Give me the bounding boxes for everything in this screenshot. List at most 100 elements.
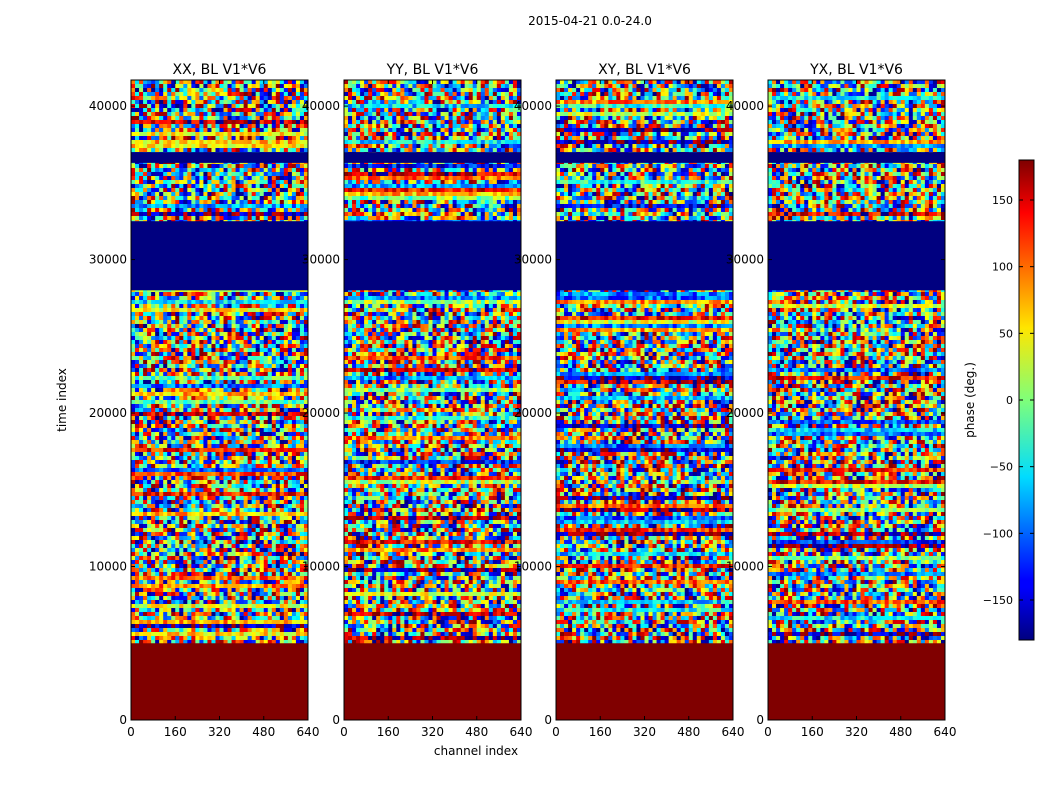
heatmap-cell bbox=[215, 136, 220, 141]
heatmap-cell bbox=[247, 296, 253, 301]
heatmap-cell bbox=[239, 516, 245, 521]
heatmap-cell bbox=[159, 388, 164, 393]
heatmap-cell bbox=[255, 516, 261, 521]
heatmap-cell bbox=[243, 212, 249, 217]
heatmap-cell bbox=[135, 188, 140, 193]
heatmap-cell bbox=[211, 356, 216, 361]
heatmap-cell bbox=[167, 356, 172, 361]
heatmap-cell bbox=[287, 524, 293, 529]
heatmap-cell bbox=[151, 188, 156, 193]
heatmap-cell bbox=[175, 320, 180, 325]
heatmap-cell bbox=[255, 364, 261, 369]
heatmap-cell bbox=[231, 104, 236, 109]
heatmap-cell bbox=[211, 408, 216, 413]
heatmap-cell bbox=[231, 488, 236, 493]
heatmap-cell bbox=[251, 136, 257, 141]
heatmap-cell bbox=[247, 400, 253, 405]
heatmap-cell bbox=[167, 292, 172, 297]
heatmap-cell bbox=[251, 360, 257, 365]
heatmap-cell bbox=[211, 164, 216, 169]
heatmap-cell bbox=[271, 196, 277, 201]
heatmap-cell bbox=[279, 468, 285, 473]
heatmap-cell bbox=[279, 504, 285, 509]
heatmap-cell bbox=[203, 432, 208, 437]
heatmap-cell bbox=[283, 316, 289, 321]
heatmap-cell bbox=[255, 340, 261, 345]
heatmap-cell bbox=[147, 304, 152, 309]
heatmap-cell bbox=[223, 428, 228, 433]
heatmap-cell bbox=[147, 464, 152, 469]
heatmap-cell bbox=[191, 392, 196, 397]
heatmap-cell bbox=[275, 80, 281, 85]
heatmap-cell bbox=[275, 472, 281, 477]
heatmap-cell bbox=[131, 392, 136, 397]
heatmap-cell bbox=[239, 416, 245, 421]
heatmap-cell bbox=[151, 488, 156, 493]
heatmap-cell bbox=[199, 520, 204, 525]
heatmap-cell bbox=[199, 304, 204, 309]
heatmap-cell bbox=[199, 440, 204, 445]
heatmap-cell bbox=[151, 408, 156, 413]
heatmap-cell bbox=[151, 412, 156, 417]
heatmap-cell bbox=[135, 204, 140, 209]
heatmap-cell bbox=[243, 388, 249, 393]
heatmap-cell bbox=[183, 204, 188, 209]
heatmap-cell bbox=[279, 184, 285, 189]
heatmap-cell bbox=[291, 396, 297, 401]
heatmap-cell bbox=[303, 140, 309, 145]
heatmap-cell bbox=[239, 140, 245, 145]
heatmap-cell bbox=[287, 464, 293, 469]
heatmap-cell bbox=[267, 124, 273, 129]
heatmap-cell bbox=[131, 464, 136, 469]
heatmap-cell bbox=[159, 184, 164, 189]
heatmap-cell bbox=[207, 148, 212, 153]
heatmap-cell bbox=[155, 108, 160, 113]
heatmap-cell bbox=[219, 300, 224, 305]
heatmap-cell bbox=[259, 192, 265, 197]
heatmap-cell bbox=[191, 472, 196, 477]
heatmap-cell bbox=[243, 132, 249, 137]
heatmap-cell bbox=[211, 456, 216, 461]
heatmap-cell bbox=[271, 144, 277, 149]
heatmap-cell bbox=[227, 180, 232, 185]
heatmap-cell bbox=[243, 508, 249, 513]
heatmap-cell bbox=[207, 500, 212, 505]
heatmap-cell bbox=[251, 452, 257, 457]
heatmap-cell bbox=[291, 448, 297, 453]
heatmap-cell bbox=[275, 292, 281, 297]
heatmap-cell bbox=[147, 408, 152, 413]
heatmap-cell bbox=[175, 520, 180, 525]
heatmap-cell bbox=[135, 380, 140, 385]
heatmap-cell bbox=[183, 456, 188, 461]
heatmap-cell bbox=[295, 372, 301, 377]
heatmap-cell bbox=[243, 492, 249, 497]
heatmap-cell bbox=[299, 472, 305, 477]
heatmap-cell bbox=[267, 528, 273, 533]
heatmap-cell bbox=[191, 456, 196, 461]
heatmap-cell bbox=[247, 528, 253, 533]
heatmap-cell bbox=[219, 308, 224, 313]
heatmap-cell bbox=[195, 140, 200, 145]
heatmap-cell bbox=[151, 180, 156, 185]
heatmap-cell bbox=[155, 144, 160, 149]
heatmap-cell bbox=[295, 312, 301, 317]
heatmap-cell bbox=[131, 488, 136, 493]
heatmap-cell bbox=[135, 444, 140, 449]
heatmap-cell bbox=[271, 180, 277, 185]
heatmap-cell bbox=[143, 424, 148, 429]
heatmap-cell bbox=[163, 316, 168, 321]
heatmap-cell bbox=[199, 404, 204, 409]
heatmap-cell bbox=[295, 504, 301, 509]
heatmap-cell bbox=[283, 96, 289, 101]
heatmap-cell bbox=[179, 376, 184, 381]
heatmap-cell bbox=[211, 312, 216, 317]
heatmap-cell bbox=[147, 412, 152, 417]
heatmap-cell bbox=[247, 148, 253, 153]
heatmap-cell bbox=[239, 484, 245, 489]
heatmap-cell bbox=[131, 428, 136, 433]
heatmap-cell bbox=[271, 356, 277, 361]
heatmap-cell bbox=[295, 380, 301, 385]
heatmap-cell bbox=[291, 132, 297, 137]
heatmap-cell bbox=[263, 184, 269, 189]
heatmap-cell bbox=[239, 376, 245, 381]
